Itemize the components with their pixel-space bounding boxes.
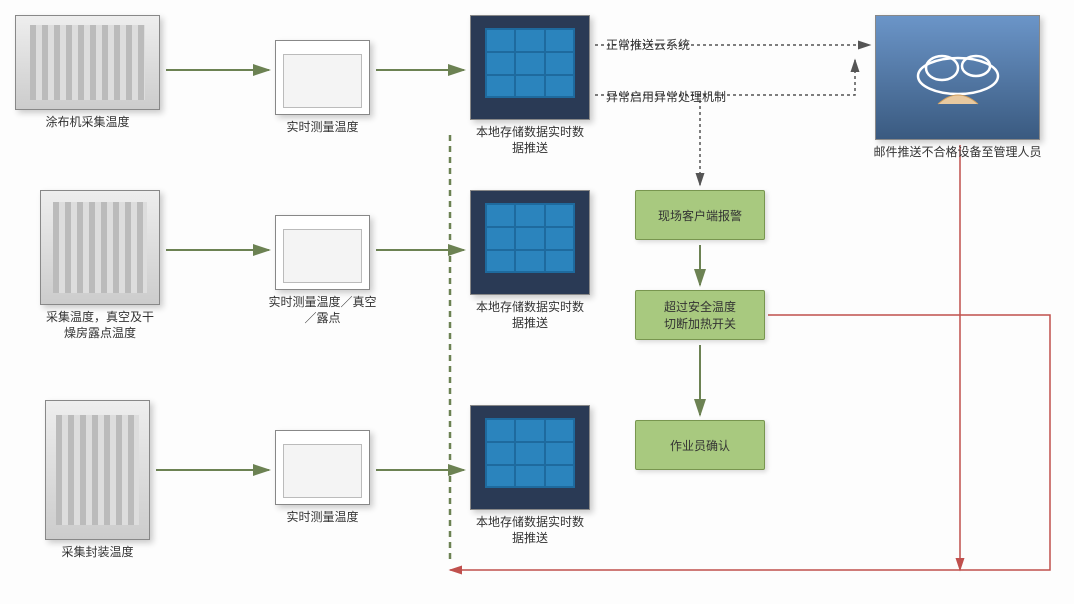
node-rec2 xyxy=(470,190,590,295)
greenbox-cutoff: 超过安全温度 切断加热开关 xyxy=(635,290,765,340)
node-cloud xyxy=(875,15,1040,140)
caption-rec2: 本地存储数据实时数 据推送 xyxy=(460,299,600,331)
caption-rec3: 本地存储数据实时数 据推送 xyxy=(460,514,600,546)
node-src1 xyxy=(15,15,160,110)
caption-tx3: 实时测量温度 xyxy=(265,509,380,525)
label-lblNormal: 正常推送云系统 xyxy=(606,36,690,53)
diagram-canvas: 涂布机采集温度采集温度，真空及干 燥房露点温度采集封装温度实时测量温度实时测量温… xyxy=(0,0,1074,604)
greenbox-confirm: 作业员确认 xyxy=(635,420,765,470)
caption-src1: 涂布机采集温度 xyxy=(5,114,170,130)
caption-tx1: 实时测量温度 xyxy=(265,119,380,135)
caption-rec1: 本地存储数据实时数 据推送 xyxy=(460,124,600,156)
node-rec1 xyxy=(470,15,590,120)
caption-cloud: 邮件推送不合格设备至管理人员 xyxy=(865,144,1050,160)
greenbox-alarm: 现场客户端报警 xyxy=(635,190,765,240)
node-tx2 xyxy=(275,215,370,290)
node-src3 xyxy=(45,400,150,540)
caption-tx2: 实时测量温度／真空／露点 xyxy=(265,294,380,326)
caption-src3: 采集封装温度 xyxy=(35,544,160,560)
caption-src2: 采集温度，真空及干 燥房露点温度 xyxy=(30,309,170,341)
node-rec3 xyxy=(470,405,590,510)
node-tx1 xyxy=(275,40,370,115)
node-tx3 xyxy=(275,430,370,505)
node-src2 xyxy=(40,190,160,305)
label-lblAbnormal: 异常启用异常处理机制 xyxy=(606,88,726,105)
